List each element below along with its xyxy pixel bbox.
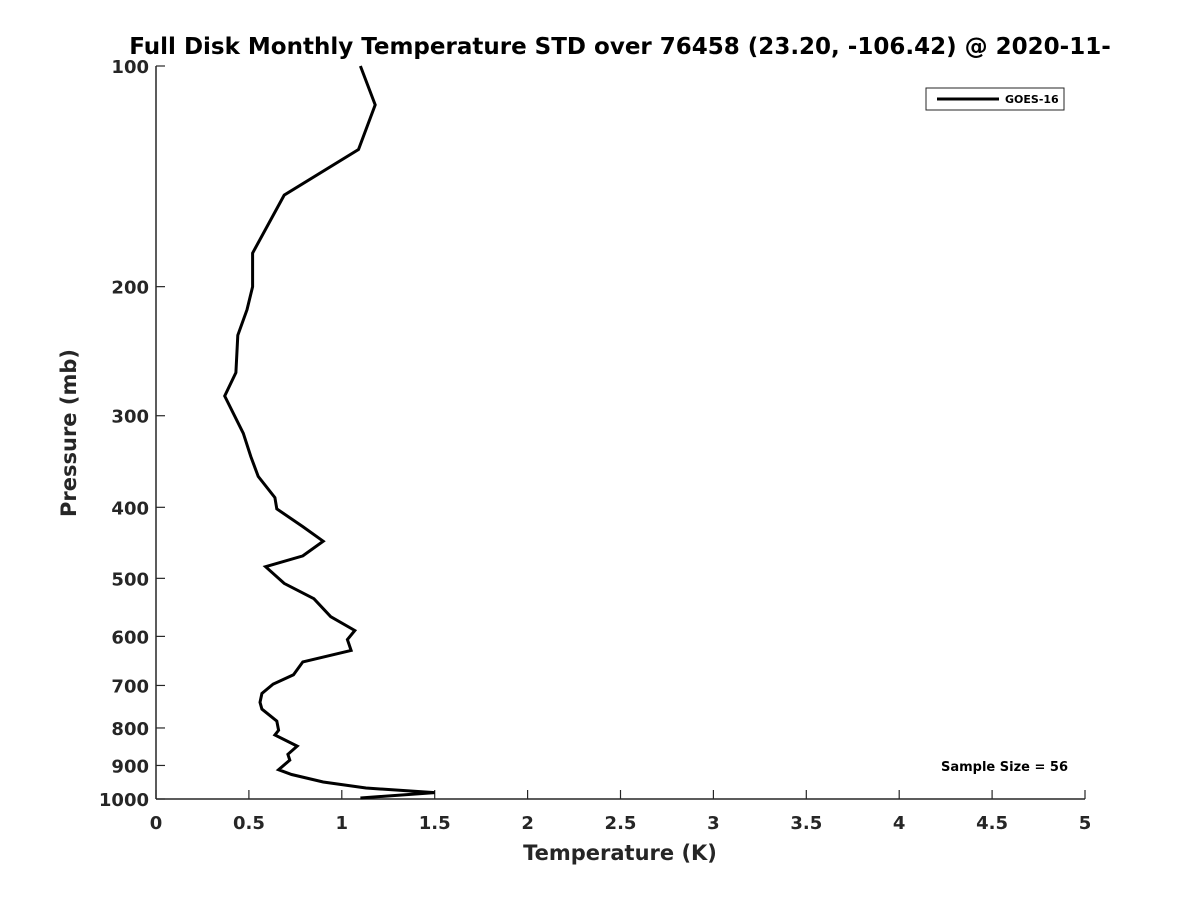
y-tick-label: 900 bbox=[111, 756, 149, 777]
x-tick-label: 4.5 bbox=[976, 813, 1008, 834]
x-tick-label: 3.5 bbox=[790, 813, 822, 834]
x-tick-label: 1.5 bbox=[419, 813, 451, 834]
x-tick-label: 2.5 bbox=[605, 813, 637, 834]
x-tick-label: 1 bbox=[336, 813, 349, 834]
y-tick-label: 400 bbox=[111, 498, 149, 519]
y-tick-label: 600 bbox=[111, 627, 149, 648]
sample-size-annotation: Sample Size = 56 bbox=[941, 760, 1068, 775]
x-tick-label: 2 bbox=[521, 813, 534, 834]
chart-title: Full Disk Monthly Temperature STD over 7… bbox=[129, 34, 1111, 60]
x-tick-label: 0.5 bbox=[233, 813, 265, 834]
x-ticks: 0 0.5 1 1.5 2 2.5 3 3.5 4 4.5 5 bbox=[150, 790, 1092, 834]
y-ticks: 100 200 300 400 500 600 700 800 900 1000 bbox=[99, 57, 165, 811]
series-layer bbox=[223, 65, 435, 800]
y-axis-label: Pressure (mb) bbox=[57, 349, 81, 517]
x-tick-label: 5 bbox=[1079, 813, 1092, 834]
y-tick-label: 300 bbox=[111, 407, 149, 428]
y-tick-label: 200 bbox=[111, 278, 149, 299]
y-tick-label: 1000 bbox=[99, 790, 149, 811]
series-line-goes-16 bbox=[223, 65, 435, 800]
y-tick-label: 500 bbox=[111, 569, 149, 590]
x-tick-label: 0 bbox=[150, 813, 163, 834]
x-tick-label: 3 bbox=[707, 813, 720, 834]
legend: GOES-16 bbox=[925, 87, 1065, 111]
y-tick-label: 700 bbox=[111, 676, 149, 697]
y-tick-label: 800 bbox=[111, 719, 149, 740]
y-tick-label: 100 bbox=[111, 57, 149, 78]
x-tick-label: 4 bbox=[893, 813, 906, 834]
x-axis-label: Temperature (K) bbox=[523, 841, 717, 865]
legend-label-goes-16: GOES-16 bbox=[1005, 93, 1059, 106]
